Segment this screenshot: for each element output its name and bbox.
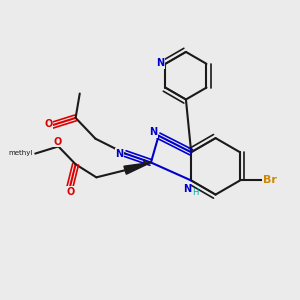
Text: H: H [192,188,198,197]
Text: N: N [156,58,164,68]
Text: methyl: methyl [8,150,32,156]
Text: N: N [183,184,191,194]
Text: O: O [44,119,53,129]
Text: O: O [66,187,74,196]
Text: N: N [149,127,158,137]
Polygon shape [124,163,151,174]
Text: Br: Br [263,176,277,185]
Text: N: N [115,148,123,159]
Text: O: O [54,137,62,147]
